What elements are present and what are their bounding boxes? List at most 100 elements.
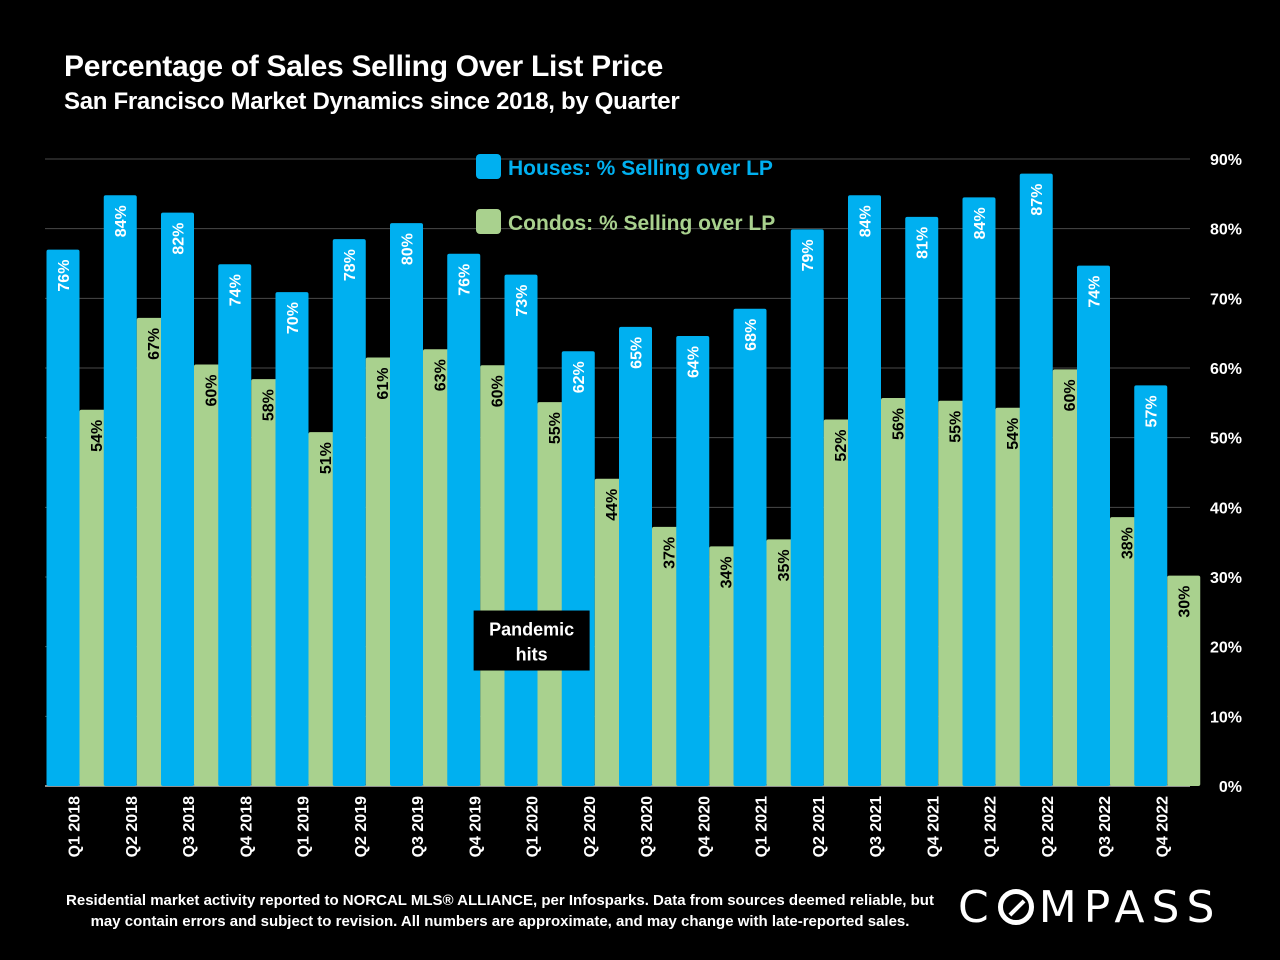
bar-houses: [733, 308, 767, 786]
x-tick-label: Q4 2021: [925, 796, 942, 857]
bar-houses: [46, 249, 80, 787]
y-tick-label: 40%: [1210, 500, 1242, 517]
data-label-houses: 64%: [686, 346, 703, 378]
data-label-houses: 62%: [571, 361, 588, 393]
y-tick-label: 60%: [1210, 361, 1242, 378]
data-label-houses: 65%: [629, 337, 646, 369]
y-tick-label: 20%: [1210, 640, 1242, 657]
x-tick-label: Q2 2020: [582, 796, 599, 857]
x-tick-label: Q2 2022: [1040, 796, 1057, 857]
legend-label-houses: Houses: % Selling over LP: [508, 157, 773, 180]
compass-logo: C MPASS: [958, 882, 1221, 933]
y-tick-label: 90%: [1210, 152, 1242, 169]
footnote-line-1: Residential market activity reported to …: [66, 892, 934, 909]
data-label-condos: 58%: [261, 389, 278, 421]
x-tick-label: Q2 2019: [353, 796, 370, 857]
bar-houses: [103, 195, 137, 786]
bar-condos: [1167, 575, 1201, 786]
x-tick-label: Q2 2018: [124, 796, 141, 857]
data-label-houses: 78%: [342, 249, 359, 281]
legend-label-condos: Condos: % Selling over LP: [508, 212, 775, 235]
legend-swatch-condos: [476, 209, 501, 234]
data-label-condos: 55%: [547, 412, 564, 444]
data-label-condos: 60%: [490, 375, 507, 407]
x-tick-label: Q3 2022: [1097, 796, 1114, 857]
data-label-condos: 44%: [604, 489, 621, 521]
data-label-condos: 30%: [1177, 586, 1194, 618]
x-tick-label: Q3 2019: [410, 796, 427, 857]
x-tick-label: Q1 2019: [296, 796, 313, 857]
footnote: Residential market activity reported to …: [40, 890, 960, 932]
data-label-condos: 51%: [318, 442, 335, 474]
x-tick-label: Q1 2020: [525, 796, 542, 857]
data-label-condos: 61%: [375, 368, 392, 400]
bar-houses: [619, 326, 652, 786]
data-label-houses: 79%: [800, 239, 817, 271]
x-tick-label: Q4 2019: [467, 796, 484, 857]
annotation-text-line1: Pandemic: [489, 620, 574, 640]
x-tick-label: Q3 2018: [181, 796, 198, 857]
data-label-condos: 55%: [948, 411, 965, 443]
bar-houses: [161, 212, 194, 787]
data-label-condos: 38%: [1120, 527, 1137, 559]
logo-text-post: MPASS: [1038, 882, 1222, 933]
data-label-condos: 60%: [1062, 379, 1079, 411]
bar-houses: [390, 223, 423, 787]
bar-houses: [962, 197, 996, 787]
bar-houses: [332, 239, 366, 786]
data-label-houses: 84%: [858, 205, 875, 237]
y-tick-label: 0%: [1219, 779, 1242, 796]
bar-houses: [1077, 265, 1110, 787]
data-label-houses: 76%: [56, 260, 73, 292]
bar-chart: 0% 10% 20% 30% 40% 50% 60% 70% 80% 90% 76% 54% Q1 20…: [45, 152, 1242, 857]
x-tick-label: Q4 2018: [238, 796, 255, 857]
y-tick-label: 50%: [1210, 431, 1242, 448]
bar-houses: [790, 229, 824, 786]
chart-title: Percentage of Sales Selling Over List Pr…: [64, 50, 664, 83]
logo-ring-icon: [997, 889, 1034, 925]
y-tick-label: 30%: [1210, 570, 1242, 587]
data-label-condos: 35%: [776, 549, 793, 581]
bar-houses: [905, 216, 939, 786]
data-label-houses: 76%: [457, 264, 474, 296]
x-tick-label: Q2 2021: [811, 796, 828, 857]
x-tick-label: Q1 2018: [67, 796, 84, 857]
data-label-houses: 57%: [1144, 395, 1161, 427]
chart-subtitle: San Francisco Market Dynamics since 2018…: [64, 88, 680, 115]
x-tick-label: Q1 2022: [983, 796, 1000, 857]
x-tick-label: Q1 2021: [754, 796, 771, 857]
annotation-box: [473, 610, 590, 671]
data-label-houses: 70%: [285, 302, 302, 334]
y-tick-label: 70%: [1210, 291, 1242, 308]
data-label-condos: 54%: [89, 420, 106, 452]
bar-houses: [275, 292, 309, 786]
x-tick-label: Q3 2021: [868, 796, 885, 857]
data-label-houses: 84%: [113, 205, 130, 237]
data-label-condos: 63%: [433, 359, 450, 391]
bar-houses: [676, 335, 710, 786]
data-label-houses: 84%: [972, 207, 989, 239]
y-tick-label: 10%: [1210, 709, 1242, 726]
bar-houses: [218, 264, 252, 786]
bar-houses: [447, 253, 481, 786]
annotation-text-line2: hits: [516, 645, 548, 665]
data-label-condos: 67%: [146, 328, 163, 360]
bar-houses: [504, 274, 538, 786]
x-tick-label: Q3 2020: [639, 796, 656, 857]
data-label-houses: 68%: [743, 319, 760, 351]
data-label-houses: 74%: [228, 274, 245, 306]
data-label-condos: 52%: [833, 430, 850, 462]
legend-swatch-houses: [476, 154, 501, 179]
data-label-condos: 34%: [719, 556, 736, 588]
footnote-line-2: may contain errors and subject to revisi…: [90, 913, 910, 930]
x-tick-label: Q4 2020: [696, 796, 713, 857]
data-label-condos: 56%: [891, 408, 908, 440]
bar-houses: [1134, 385, 1168, 786]
data-label-houses: 82%: [171, 223, 188, 255]
x-tick-label: Q4 2022: [1154, 796, 1171, 857]
data-label-houses: 81%: [915, 227, 932, 259]
data-label-houses: 74%: [1087, 276, 1104, 308]
data-label-houses: 80%: [400, 233, 417, 265]
y-tick-label: 80%: [1210, 222, 1242, 239]
data-label-condos: 54%: [1005, 418, 1022, 450]
